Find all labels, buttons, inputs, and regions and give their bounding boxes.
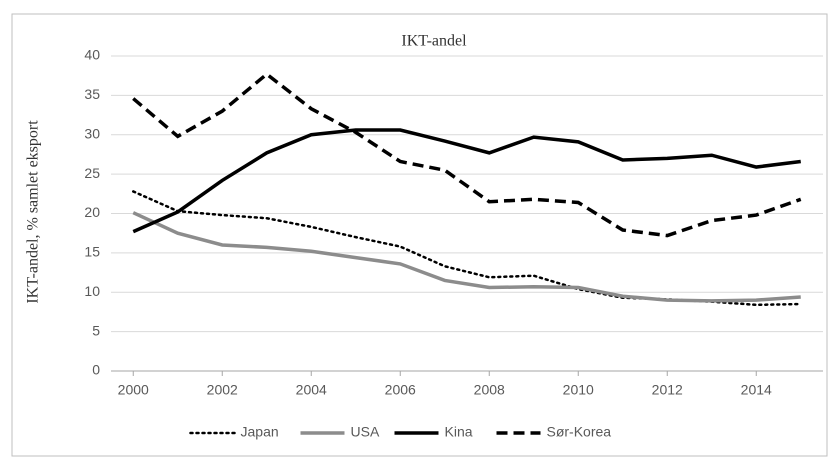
- y-tick-label: 40: [84, 47, 100, 63]
- y-tick-label: 15: [84, 244, 100, 260]
- x-tick-label: 2010: [563, 382, 594, 398]
- chart-title: IKT-andel: [401, 33, 467, 50]
- y-tick-label: 5: [92, 322, 100, 338]
- x-tick-label: 2006: [385, 382, 416, 398]
- series-line: [132, 190, 802, 307]
- series-line: [132, 211, 801, 303]
- x-tick-label: 2000: [118, 382, 149, 398]
- legend-label: Kina: [445, 424, 473, 440]
- x-tick-label: 2008: [474, 382, 505, 398]
- x-tick-label: 2012: [652, 382, 683, 398]
- y-tick-label: 10: [84, 283, 100, 299]
- y-tick-label: 20: [84, 204, 100, 220]
- x-tick-label: 2004: [296, 382, 327, 398]
- legend-label: Japan: [241, 424, 279, 440]
- x-tick-label: 2014: [741, 382, 772, 398]
- y-tick-label: 30: [84, 125, 100, 141]
- x-tick-label: 2002: [207, 382, 238, 398]
- series-line: [132, 128, 801, 234]
- chart-frame: [11, 13, 828, 457]
- y-tick-label: 35: [84, 86, 100, 102]
- y-tick-label: 0: [92, 362, 100, 378]
- legend-label: USA: [351, 424, 380, 440]
- series-line: [132, 71, 802, 238]
- y-tick-label: 25: [84, 165, 100, 181]
- legend-label: Sør-Korea: [547, 424, 612, 440]
- y-axis-label: IKT-andel, % samlet eksport: [25, 120, 42, 304]
